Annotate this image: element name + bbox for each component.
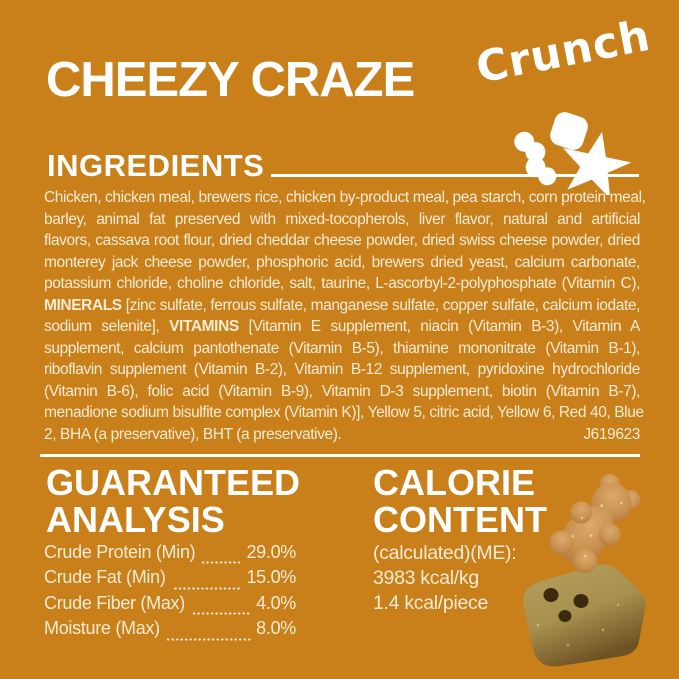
ingredients-text: [zinc sulfate, ferrous sulfate, manganes… <box>121 296 641 314</box>
ingredients-line: (Vitamin B-6), folic acid (Vitamin B-9),… <box>44 381 640 403</box>
guaranteed-analysis-table: Crude Protein (Min) 29.0% Crude Fat (Min… <box>44 542 296 644</box>
ingredients-text: potassium chloride, choline chloride, sa… <box>44 275 640 292</box>
star-icon <box>562 131 632 195</box>
ingredients-text: (Vitamin B-6), folic acid (Vitamin B-9),… <box>44 382 640 400</box>
ingredients-text: sodium selenite], <box>44 318 170 335</box>
ingredients-text: 2, BHA (a preservative), BHT (a preserva… <box>44 425 342 443</box>
ingredients-text: menadione sodium bisulfite complex (Vita… <box>44 404 644 421</box>
ingredients-line: potassium chloride, choline chloride, sa… <box>44 273 640 295</box>
ingredients-text: monterey jack cheese powder, phosphoric … <box>44 253 640 271</box>
decor-treat-icons <box>514 112 632 195</box>
treat-photos <box>523 474 646 667</box>
table-row: Crude Fiber (Max) 4.0% <box>44 593 296 618</box>
section-divider <box>40 454 640 457</box>
ingredients-divider <box>271 174 639 177</box>
rounded-square-treat-icon <box>550 112 588 150</box>
guaranteed-analysis-heading: GUARANTEED ANALYSIS <box>46 464 300 538</box>
dot-leader <box>165 637 252 641</box>
table-row: Crude Protein (Min) 29.0% <box>44 542 296 567</box>
heading-text: CONTENT <box>373 499 547 540</box>
dot-leader <box>190 612 252 616</box>
calorie-per-piece: 1.4 kcal/piece <box>373 592 489 614</box>
ingredients-paragraph: Chicken, chicken meal, brewers rice, chi… <box>44 187 646 446</box>
calorie-basis: (calculated)(ME): <box>373 542 517 564</box>
heading-text: CALORIE <box>373 462 535 503</box>
ingredients-line: barley, animal fat preserved with mixed-… <box>44 209 640 231</box>
row-label: Crude Fiber (Max) <box>44 592 185 613</box>
row-label: Crude Fat (Min) <box>44 567 166 588</box>
ingredients-line: sodium selenite], VITAMINS [Vitamin E su… <box>44 316 640 338</box>
table-row: Crude Fat (Min) 15.0% <box>44 567 296 592</box>
calorie-content-values: (calculated)(ME): 3983 kcal/kg 1.4 kcal/… <box>373 541 517 616</box>
row-value: 15.0% <box>246 567 296 588</box>
kibble-squiggle-icon <box>514 131 557 186</box>
ingredients-line: monterey jack cheese powder, phosphoric … <box>44 252 640 274</box>
lot-code: J619623 <box>583 425 640 443</box>
ingredients-line: supplement, calcium pantothenate (Vitami… <box>44 338 640 360</box>
ingredients-text: [Vitamin E supplement, niacin (Vitamin B… <box>238 318 641 335</box>
treat-bear-photo <box>549 474 641 574</box>
ingredients-line: MINERALS [zinc sulfate, ferrous sulfate,… <box>44 295 640 317</box>
minerals-label: MINERALS <box>44 296 122 314</box>
calorie-content-heading: CALORIE CONTENT <box>373 464 547 538</box>
ingredients-line: flavors, cassava root flour, dried chedd… <box>44 230 640 252</box>
dot-leader <box>171 586 242 590</box>
ingredients-line-last: 2, BHA (a preservative), BHT (a preserva… <box>44 424 640 446</box>
ingredients-text: riboflavin supplement (Vitamin B-2), Vit… <box>44 361 640 378</box>
heading-text: GUARANTEED <box>46 462 301 503</box>
calorie-per-kg: 3983 kcal/kg <box>373 567 479 589</box>
row-value: 4.0% <box>256 592 296 613</box>
heading-text: ANALYSIS <box>46 499 225 540</box>
row-label: Moisture (Max) <box>44 618 160 639</box>
vitamins-label: VITAMINS <box>169 318 239 335</box>
row-value: 29.0% <box>246 542 296 562</box>
brand-subtitle: Crunch <box>472 10 655 94</box>
ingredients-heading: INGREDIENTS <box>47 148 265 183</box>
row-label: Crude Protein (Min) <box>44 542 196 562</box>
row-value: 8.0% <box>256 618 296 639</box>
ingredients-text: flavors, cassava root flour, dried chedd… <box>44 232 640 249</box>
brand-title: CHEEZY CRAZE <box>46 53 415 107</box>
ingredients-text: Chicken, chicken meal, brewers rice, chi… <box>44 189 646 206</box>
ingredients-line: Chicken, chicken meal, brewers rice, chi… <box>44 187 646 209</box>
ingredients-line: menadione sodium bisulfite complex (Vita… <box>44 402 644 424</box>
ingredients-text: barley, animal fat preserved with mixed-… <box>44 210 640 228</box>
table-row: Moisture (Max) 8.0% <box>44 618 296 643</box>
ingredients-text: supplement, calcium pantothenate (Vitami… <box>44 339 640 357</box>
treat-square-photo <box>523 564 646 667</box>
ingredients-line: riboflavin supplement (Vitamin B-2), Vit… <box>44 359 640 381</box>
dot-leader <box>201 561 242 565</box>
